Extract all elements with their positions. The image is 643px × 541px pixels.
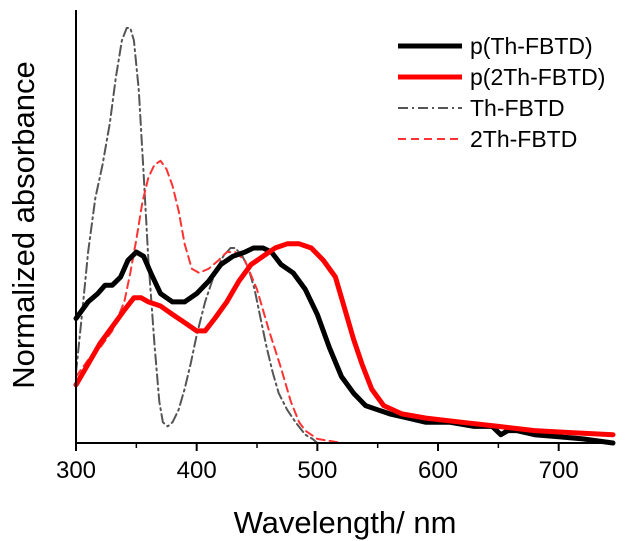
x-tick-label: 700 <box>539 457 579 484</box>
x-axis-ticks: 300 400 500 600 700 <box>56 443 579 484</box>
series-line-p-2th-fbtd <box>73 241 616 438</box>
series-line-th-fbtd <box>75 27 319 444</box>
series-lines <box>73 27 616 446</box>
x-tick-label: 600 <box>418 457 458 484</box>
series-line-p-th-fbtd <box>73 245 616 446</box>
y-axis-label: Normalized absorbance <box>6 61 41 388</box>
x-tick-label: 300 <box>56 457 96 484</box>
legend-label: p(Th-FBTD) <box>470 33 593 59</box>
x-tick-label: 400 <box>177 457 217 484</box>
series-line-2th-fbtd <box>75 159 343 444</box>
legend: p(Th-FBTD) p(2Th-FBTD) Th-FBTD 2Th-FBTD <box>398 33 605 152</box>
legend-label: Th-FBTD <box>470 95 565 121</box>
x-tick-label: 500 <box>297 457 337 484</box>
legend-label: 2Th-FBTD <box>470 126 577 152</box>
legend-label: p(2Th-FBTD) <box>470 64 605 90</box>
x-axis-label: Wavelength/ nm <box>234 505 457 540</box>
